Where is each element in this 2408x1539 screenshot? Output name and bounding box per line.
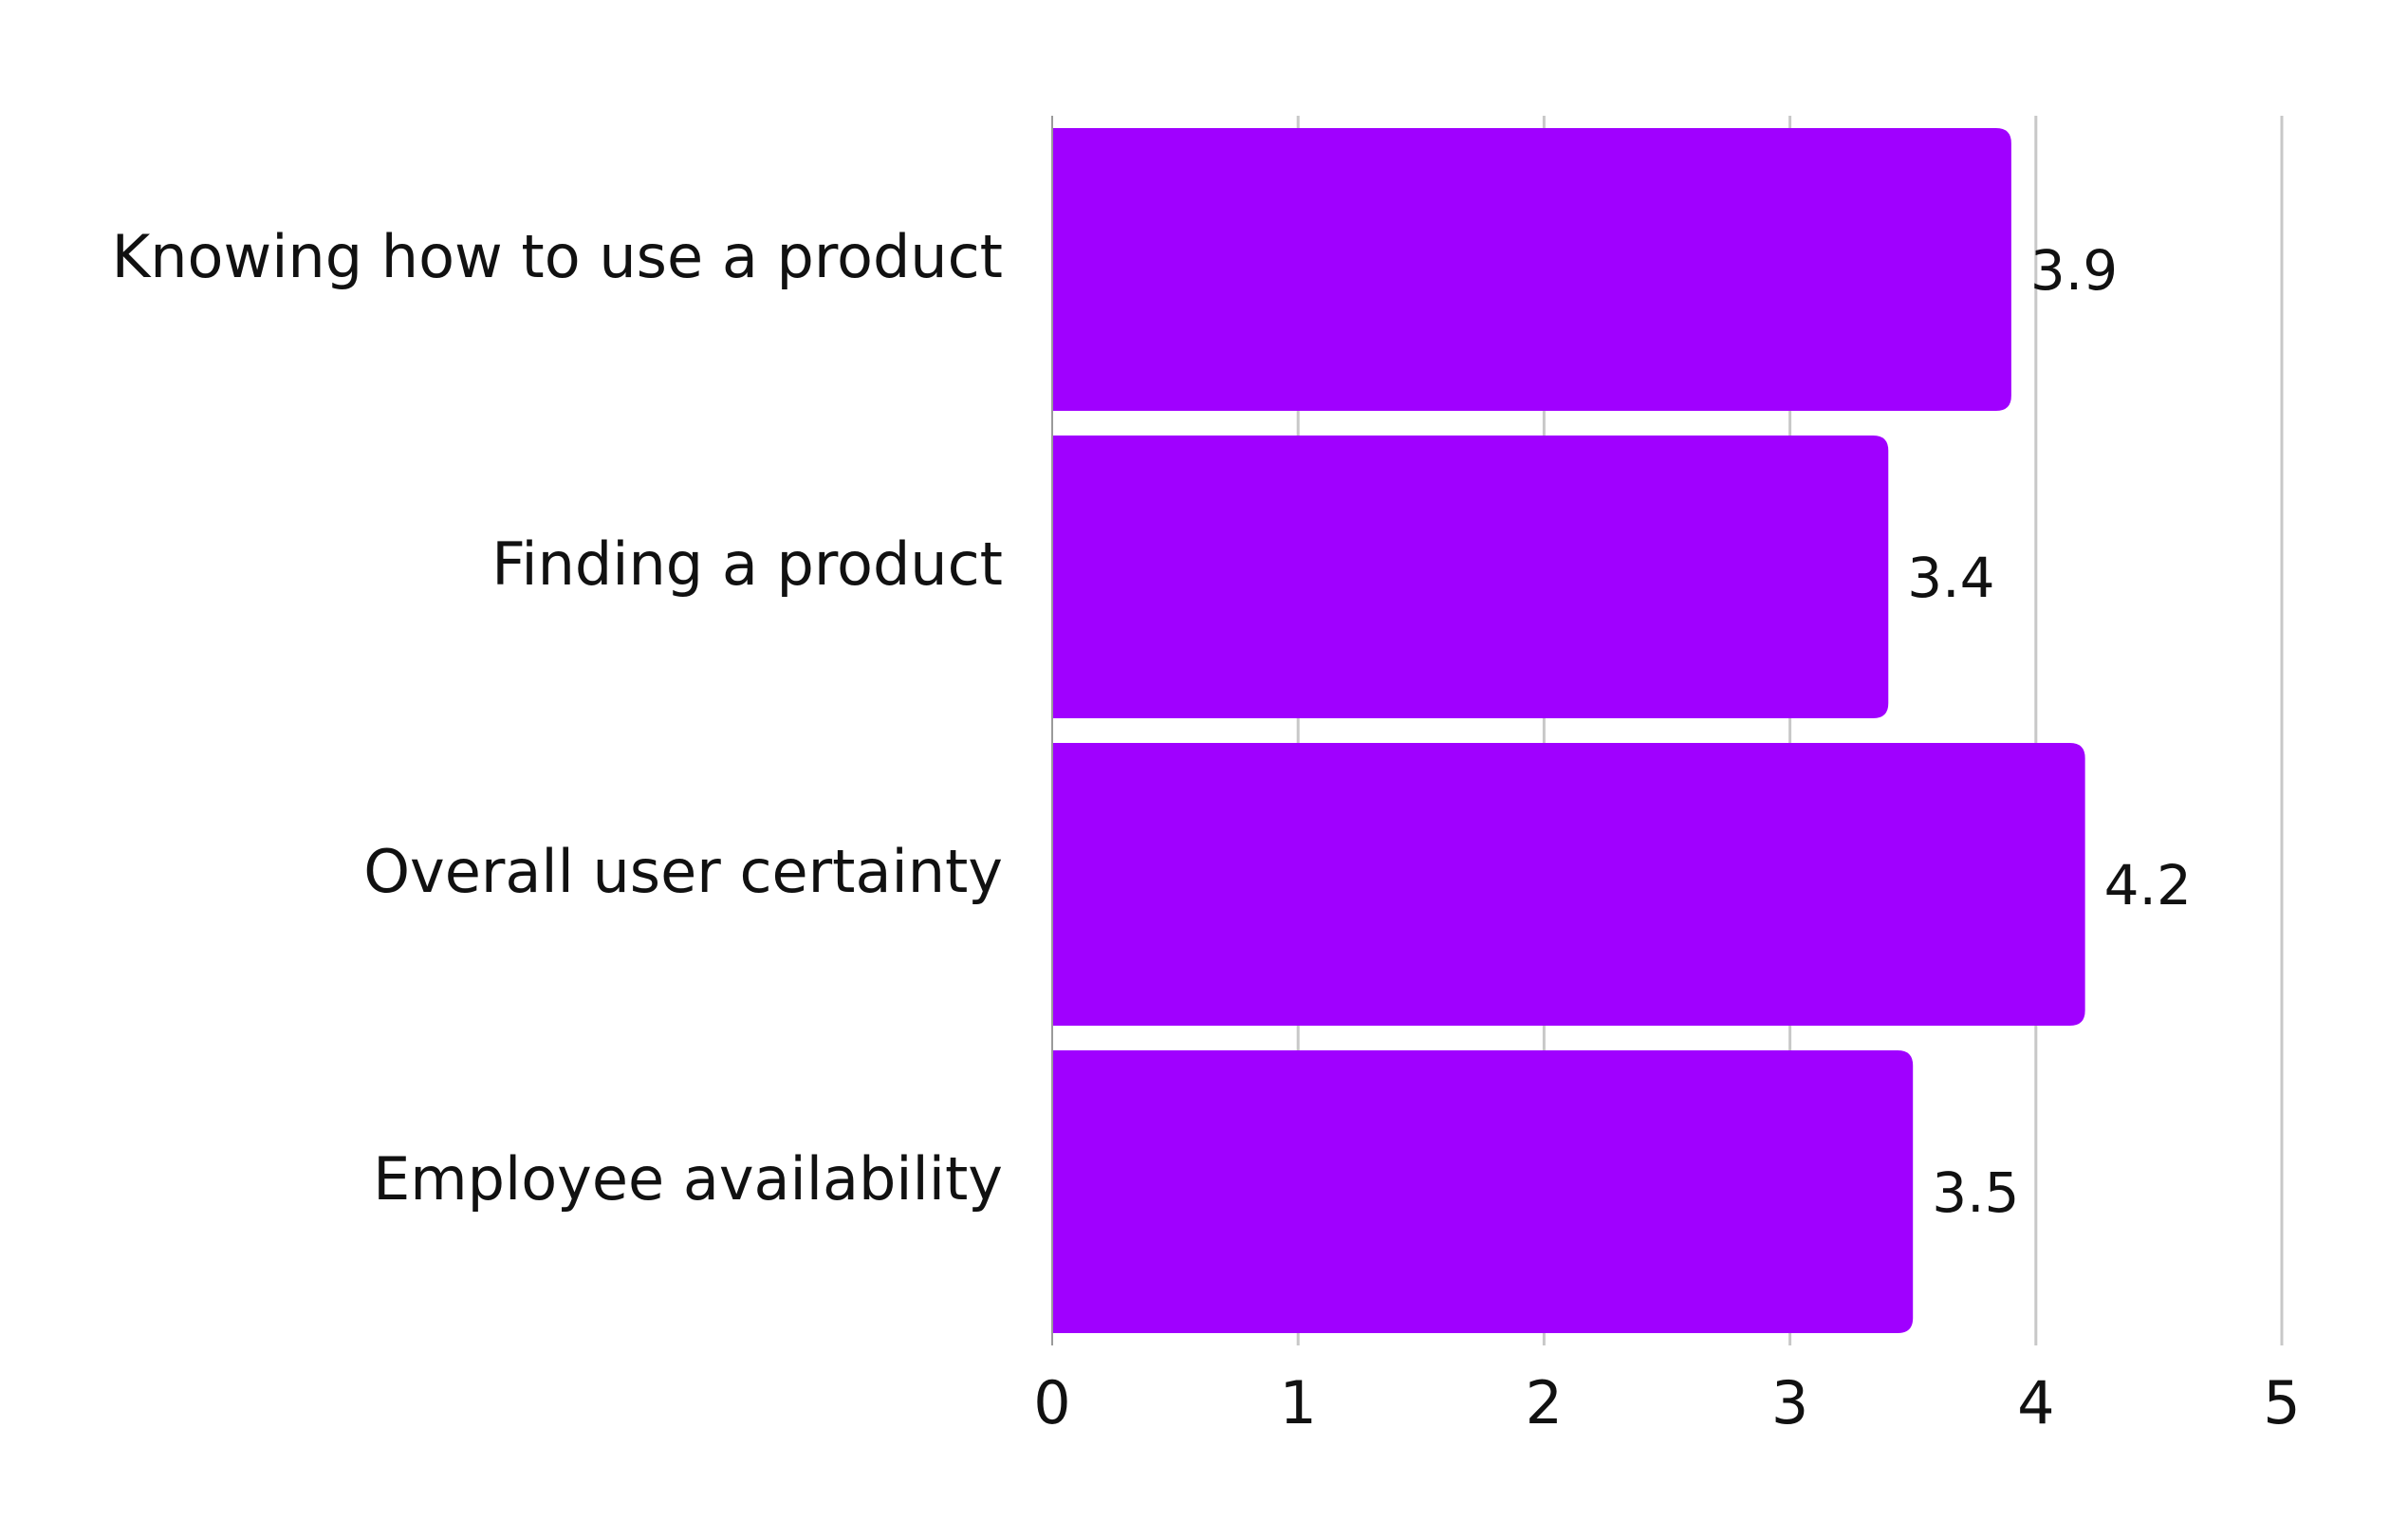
category-label-0: Knowing how to use a product	[112, 222, 1003, 291]
category-label-3: Employee availability	[373, 1144, 1003, 1214]
x-tick-label-2: 2	[1526, 1368, 1563, 1437]
x-tick-label-3: 3	[1771, 1368, 1808, 1437]
bars	[1052, 128, 2085, 1333]
x-tick-label-0: 0	[1033, 1368, 1070, 1437]
x-tick-label-4: 4	[2017, 1368, 2054, 1437]
bar-0	[1052, 128, 2011, 411]
x-tick-labels: 0 1 2 3 4 5	[1033, 1368, 2300, 1437]
value-label-1: 3.4	[1907, 546, 1994, 610]
bar-1	[1052, 436, 1889, 718]
bar-3	[1052, 1050, 1914, 1333]
value-label-2: 4.2	[2104, 853, 2192, 918]
bar-2	[1052, 743, 2085, 1026]
x-tick-label-1: 1	[1279, 1368, 1316, 1437]
category-labels: Knowing how to use a product Finding a pr…	[112, 222, 1003, 1214]
value-labels: 3.9 3.4 4.2 3.5	[1907, 238, 2192, 1225]
category-label-2: Overall user certainty	[363, 837, 1003, 906]
value-label-3: 3.5	[1932, 1160, 2019, 1225]
category-label-1: Finding a product	[491, 529, 1003, 599]
value-label-0: 3.9	[2030, 238, 2118, 303]
x-tick-label-5: 5	[2263, 1368, 2300, 1437]
